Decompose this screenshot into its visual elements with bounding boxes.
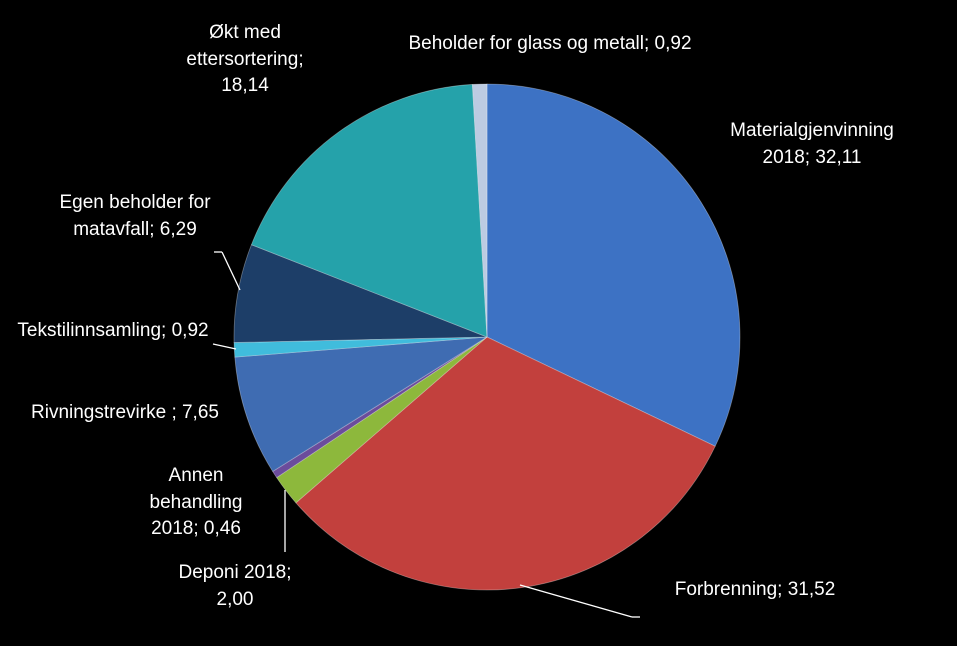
pie-slice: [233, 336, 488, 358]
data-label: Deponi 2018; 2,00: [160, 560, 310, 613]
label-name: Beholder for glass og metall;: [408, 33, 650, 54]
label-name: Materialgjenvinning 2018;: [730, 120, 894, 168]
label-name: Deponi 2018;: [178, 562, 292, 583]
label-name: Egen beholder for matavfall;: [59, 192, 211, 240]
data-label: Forbrenning; 31,52: [625, 577, 885, 604]
pie-slice: [471, 83, 488, 338]
data-label: Tekstilinnsamling; 0,92: [0, 318, 228, 345]
label-value: 18,14: [221, 75, 269, 97]
label-value: 0,92: [171, 320, 209, 341]
pie-slice: [295, 336, 716, 591]
label-name: Annen behandling 2018;: [149, 465, 243, 540]
label-value: ; 7,65: [171, 402, 219, 423]
data-label: Materialgjenvinning 2018; 32,11: [730, 118, 895, 171]
label-value: 32,11: [815, 146, 862, 168]
slices: [233, 83, 741, 591]
label-name: Økt med ettersortering;: [186, 22, 304, 70]
data-label: Beholder for glass og metall; 0,92: [340, 31, 760, 58]
leader-lines: [212, 251, 640, 618]
label-value: 0,92: [654, 33, 692, 54]
label-name: Tekstilinnsamling;: [17, 320, 167, 341]
leader-line: [221, 251, 241, 291]
label-name: Forbrenning;: [674, 579, 783, 600]
label-name: Rivningstrevirke: [31, 402, 167, 423]
data-label: Annen behandling 2018; 0,46: [131, 463, 261, 543]
label-value: 0,46: [203, 518, 241, 540]
data-label: Egen beholder for matavfall; 6,29: [48, 190, 223, 243]
leader-line: [212, 343, 237, 350]
leader-line: [519, 584, 633, 618]
pie-slice: [486, 83, 741, 447]
label-value: 31,52: [787, 579, 836, 600]
pie-slice: [233, 244, 488, 343]
pie-slice: [276, 336, 488, 504]
label-value: 6,29: [159, 218, 197, 240]
data-label: Rivningstrevirke ; 7,65: [25, 400, 225, 427]
pie-slice: [250, 83, 488, 338]
pie-slice: [234, 336, 488, 472]
data-label: Økt med ettersortering; 18,14: [163, 20, 328, 100]
pie-slice: [272, 336, 488, 479]
label-value: 2,00: [216, 588, 254, 610]
